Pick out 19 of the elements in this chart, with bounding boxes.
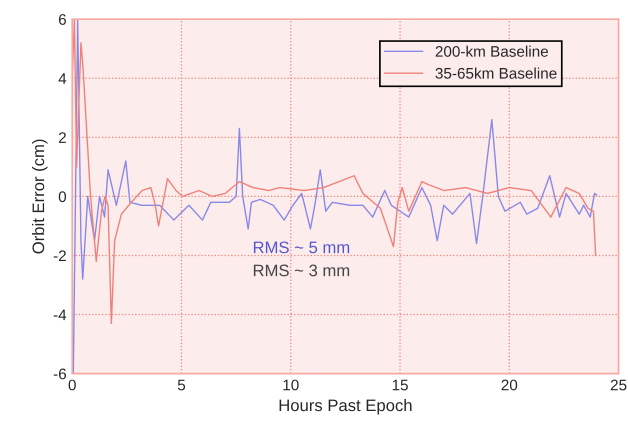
legend-label: 35-65km Baseline — [435, 67, 557, 79]
y-tick-label: 4 — [58, 73, 66, 84]
annotation: RMS ~ 3 mm — [254, 264, 350, 276]
y-axis-title: Orbit Error (cm) — [32, 140, 48, 254]
annotation: RMS ~ 5 mm — [254, 241, 350, 254]
y-tick-label: 6 — [58, 14, 66, 25]
y-tick-label: 2 — [58, 132, 66, 143]
x-axis-title: Hours Past Epoch — [280, 398, 412, 415]
x-tick-label: 20 — [502, 380, 518, 390]
y-tick-label: 0 — [58, 191, 66, 202]
y-tick-label: -4 — [54, 310, 66, 320]
y-tick-label: -6 — [54, 368, 66, 380]
y-tick-label: -2 — [54, 250, 66, 262]
x-tick-label: 5 — [178, 380, 186, 390]
legend-label: 200-km Baseline — [436, 46, 548, 57]
x-tick-label: 25 — [610, 380, 626, 390]
x-tick-label: 15 — [392, 380, 408, 390]
x-tick-label: 10 — [283, 380, 299, 390]
x-tick-label: 0 — [68, 380, 76, 390]
